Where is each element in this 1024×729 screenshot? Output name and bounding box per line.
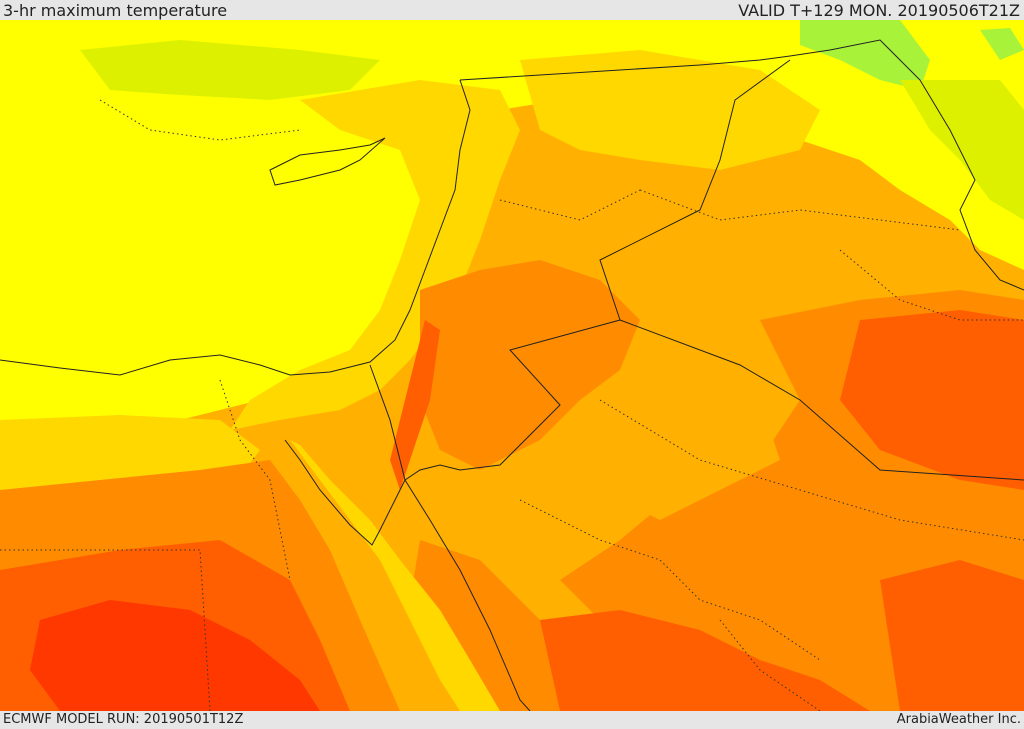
footer-bar: ECMWF MODEL RUN: 20190501T12Z ArabiaWeat…	[0, 711, 1024, 729]
valid-time: VALID T+129 MON. 20190506T21Z	[738, 1, 1020, 20]
gold-north-east	[520, 50, 820, 170]
gold-levant-zone	[230, 80, 520, 430]
orange-jordan	[420, 260, 640, 470]
coastlines	[0, 39, 1024, 711]
internal-borders	[0, 99, 1024, 711]
map-title: 3-hr maximum temperature	[3, 1, 228, 20]
deep-orange-gulf	[880, 560, 1024, 711]
credit: ArabiaWeather Inc.	[896, 712, 1021, 727]
deep-orange-south-arabia	[540, 610, 870, 711]
deep-orange-iraq	[840, 310, 1024, 490]
title-bar: 3-hr maximum temperature VALID T+129 MON…	[0, 0, 1024, 20]
green-patch-iran	[900, 80, 1024, 220]
deep-orange-jordan-rift	[390, 320, 440, 490]
green-patch-ne	[980, 28, 1024, 60]
temperature-map-svg	[0, 20, 1024, 711]
model-run: ECMWF MODEL RUN: 20190501T12Z	[3, 712, 244, 727]
green-patch-turkey	[80, 40, 380, 100]
red-orange-egypt-core	[30, 600, 320, 711]
amber-nafud	[600, 380, 780, 520]
red-sea-strip	[290, 440, 500, 711]
temperature-map	[0, 20, 1024, 711]
green-patch-caucasus	[800, 20, 930, 90]
